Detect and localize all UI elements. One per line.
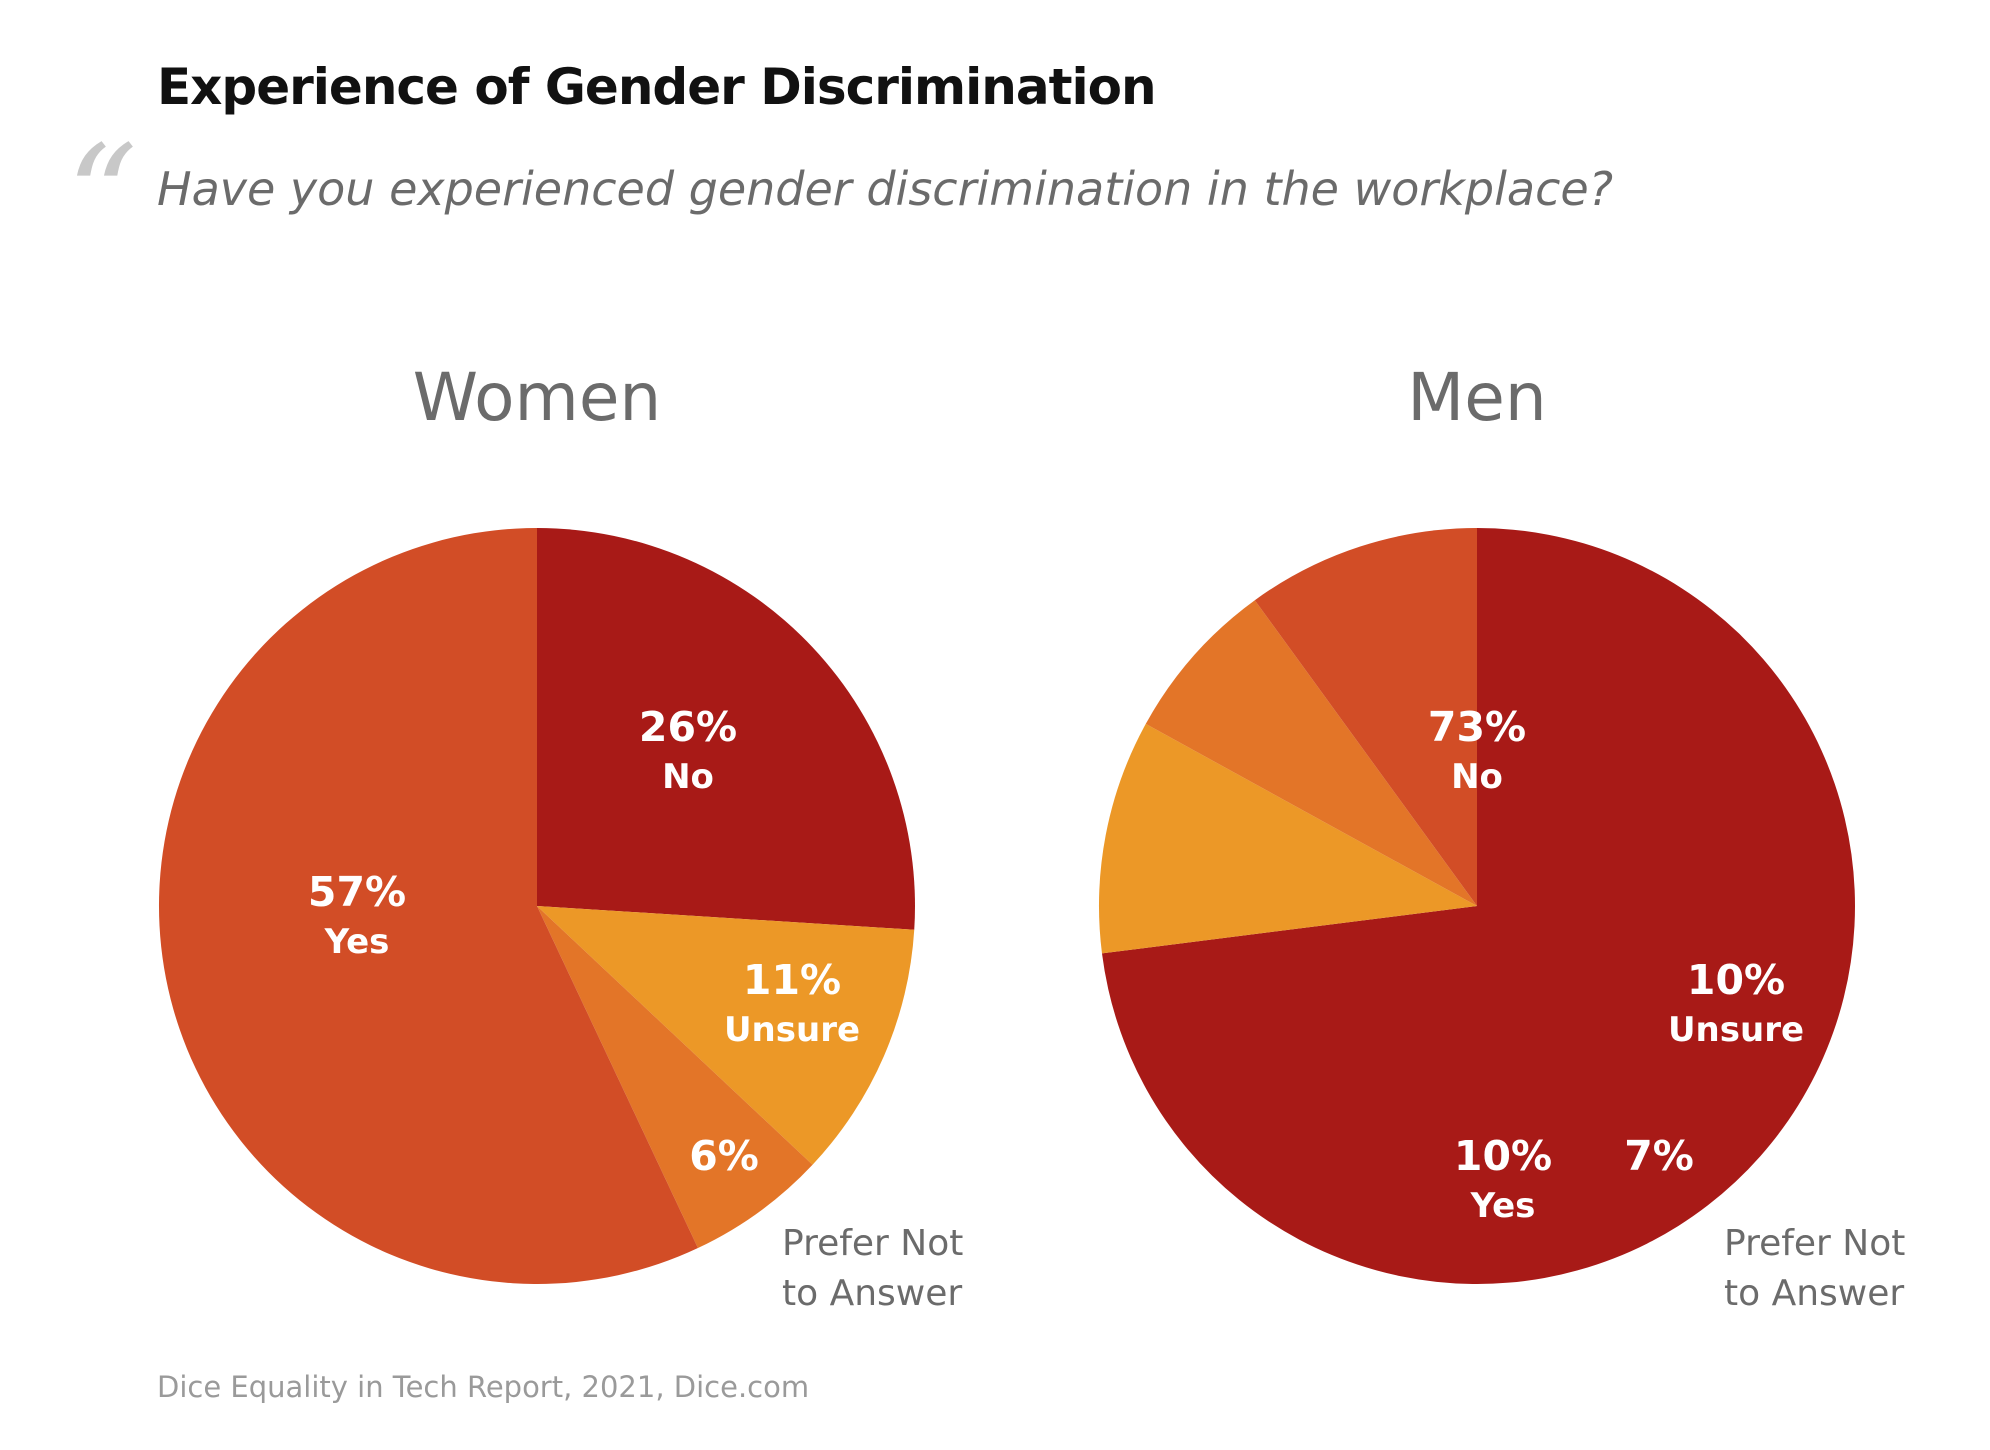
- pie-chart-men: Men 73% No 10% Unsure 7% Prefer Not to Answer 10…: [1099, 359, 1905, 1314]
- quote-mark-icon: “: [66, 116, 138, 279]
- pie-chart-women: Women 26% No 11% Unsure 6% Prefer Not to Answer…: [158, 359, 963, 1314]
- value-label-men-yes: 10%: [1454, 1132, 1552, 1180]
- value-label-women-no: 26%: [639, 703, 737, 751]
- value-label-men-prefer-not-to-answer: 7%: [1624, 1132, 1694, 1180]
- pie-slice-men-unsure: [1099, 723, 1477, 954]
- value-label-women-unsure: 11%: [743, 956, 841, 1004]
- chart-title: Experience of Gender Discrimination: [157, 58, 1157, 116]
- value-label-women-prefer-not-to-answer: 6%: [689, 1132, 759, 1180]
- pie-slice-women-no: [537, 528, 915, 930]
- pie-title-men: Men: [1407, 359, 1546, 436]
- outside-label-women-prefer-not-to-answer: Prefer Not to Answer: [782, 1223, 963, 1314]
- value-label-men-unsure: 10%: [1687, 956, 1785, 1004]
- category-label-men-no: No: [1451, 757, 1503, 797]
- pie-slice-men-yes: [1254, 528, 1477, 906]
- survey-question: Have you experienced gender discriminati…: [157, 162, 1614, 216]
- category-label-men-yes: Yes: [1470, 1186, 1536, 1226]
- pie-title-women: Women: [413, 359, 662, 436]
- category-label-women-no: No: [662, 757, 714, 797]
- source-note: Dice Equality in Tech Report, 2021, Dice…: [157, 1370, 810, 1404]
- pie-slice-men-no: [1101, 528, 1855, 1284]
- category-label-women-unsure: Unsure: [724, 1010, 860, 1050]
- pie-slice-women-yes: [158, 527, 698, 1284]
- outside-label-men-prefer-not-to-answer: Prefer Not to Answer: [1724, 1223, 1905, 1314]
- pie-slice-women-unsure: [537, 906, 915, 1165]
- pie-slice-men-prefer-not-to-answer: [1145, 600, 1477, 906]
- value-label-men-no: 73%: [1428, 703, 1526, 751]
- value-label-women-yes: 57%: [308, 868, 406, 916]
- category-label-women-yes: Yes: [324, 922, 390, 962]
- category-label-men-unsure: Unsure: [1668, 1010, 1804, 1050]
- pie-slice-women-prefer-not-to-answer: [537, 906, 813, 1249]
